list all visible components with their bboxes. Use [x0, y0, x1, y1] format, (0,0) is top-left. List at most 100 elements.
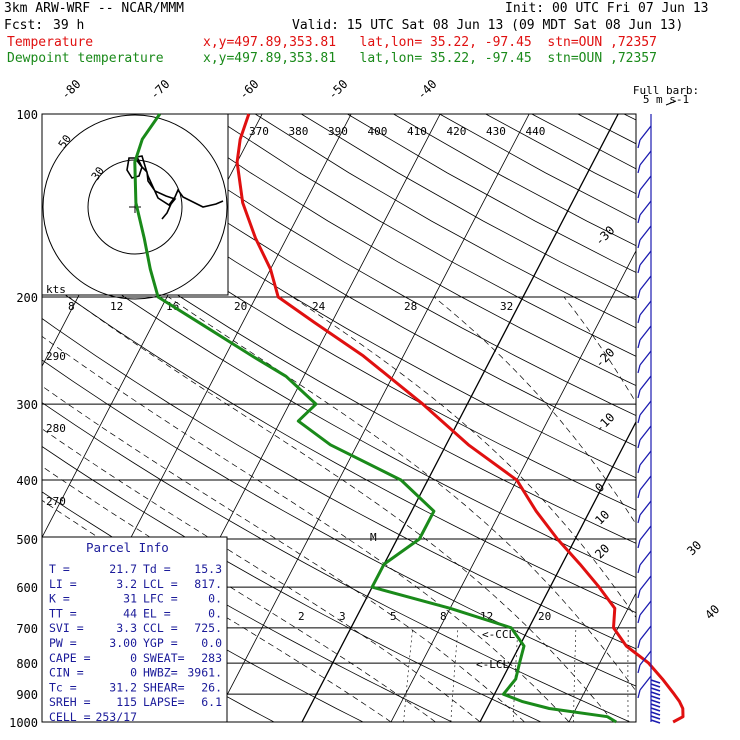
- parcel-label: PW =: [49, 636, 77, 650]
- parcel-title: Parcel Info: [86, 540, 169, 555]
- wind-barb-low: [650, 699, 661, 704]
- mixing-ratio-line: [573, 627, 577, 722]
- wind-barb-tail: [637, 539, 641, 549]
- parcel-label: SREH =: [49, 695, 91, 709]
- wind-barb: [639, 350, 652, 366]
- dry-adiabat-label: 290: [46, 350, 66, 363]
- dry-adiabat-label: 270: [46, 495, 66, 508]
- parcel-value: 0: [130, 651, 137, 665]
- moist-adiabat: [433, 296, 636, 525]
- theta-e-label: 420: [447, 125, 467, 138]
- parcel-label: SVI =: [49, 621, 84, 635]
- plot-border: [41, 113, 637, 723]
- wind-barb-tail: [637, 139, 641, 149]
- parcel-value: 253/17: [95, 710, 137, 724]
- parcel-label: LAPSE=: [143, 695, 185, 709]
- moist-adiabat: [68, 296, 614, 722]
- parcel-value: 817.: [194, 577, 222, 591]
- mixing-ratio-label: 8: [440, 610, 447, 623]
- pressure-tick-label: 400: [16, 474, 38, 488]
- dewpoint-line: [133, 113, 617, 724]
- wind-barb-tail: [637, 664, 641, 674]
- pressure-tick-label: 200: [16, 291, 38, 305]
- parcel-label: K =: [49, 592, 70, 606]
- theta-e-label: 370: [249, 125, 269, 138]
- pressure-tick-label: 700: [16, 622, 38, 636]
- parcel-value: 725.: [194, 621, 222, 635]
- parcel-label: CELL =: [49, 710, 91, 724]
- mixing-ratio-label: 3: [339, 610, 346, 623]
- wind-barb: [639, 400, 652, 416]
- isotherm-label: -60: [236, 77, 261, 102]
- parcel-value: 15.3: [194, 562, 222, 576]
- wind-barb-tail: [637, 239, 641, 249]
- mixing-ratio-line: [697, 628, 700, 722]
- parcel-value: 0: [130, 666, 137, 680]
- wind-barb-low: [650, 707, 661, 712]
- wind-barb: [639, 425, 652, 441]
- dry-adiabat: [42, 277, 636, 614]
- wind-barb: [639, 475, 652, 491]
- isotherm-label: -20: [592, 345, 617, 370]
- wind-barb-low: [650, 711, 661, 716]
- wind-barb: [639, 375, 652, 391]
- theta-e-label: 430: [486, 125, 506, 138]
- plot-frame: [41, 113, 637, 723]
- init-time: Init: 00 UTC Fri 07 Jun 13: [505, 1, 709, 16]
- dry-adiabat-label: 280: [46, 422, 66, 435]
- wind-barb: [639, 675, 652, 691]
- wind-barb-tail: [637, 414, 641, 424]
- temperature-legend: Temperature: [7, 35, 94, 50]
- wind-barb-tail: [637, 439, 641, 449]
- parcel-value: 3961.: [187, 666, 222, 680]
- wind-barb: [639, 600, 652, 616]
- parcel-value: 6.1: [201, 695, 222, 709]
- parcel-value: 3.00: [109, 636, 137, 650]
- wind-barb: [639, 125, 652, 141]
- wind-barb-low: [650, 715, 661, 720]
- parcel-label: TT =: [49, 606, 77, 620]
- dry-adiabat: [42, 126, 636, 479]
- dry-adiabat: [393, 114, 636, 247]
- wind-barb-tail: [637, 164, 641, 174]
- theta-e-label: 390: [328, 125, 348, 138]
- isotherm-label: -30: [592, 223, 617, 248]
- wind-barb: [639, 225, 652, 241]
- wind-barbs: [637, 114, 661, 724]
- pressure-tick-label: 1000: [9, 716, 38, 730]
- pressure-tick-label: 500: [16, 533, 38, 547]
- wind-barb: [639, 625, 652, 641]
- isotherm: [390, 249, 636, 722]
- parcel-label: YGP =: [143, 636, 178, 650]
- parcel-value: 115: [116, 695, 137, 709]
- dry-adiabat: [42, 200, 636, 544]
- hodograph-ring-label: 50: [56, 132, 74, 150]
- wind-barb-tail: [637, 389, 641, 399]
- parcel-value: 31.2: [109, 680, 137, 694]
- hodograph-speed-label: 20: [234, 300, 247, 313]
- hodograph-speed-label: 32: [500, 300, 513, 313]
- parcel-label: HWBZ=: [143, 666, 178, 680]
- wind-barb-tail: [637, 639, 641, 649]
- wind-barb-low: [650, 691, 661, 696]
- parcel-value: 0.0: [201, 636, 222, 650]
- parcel-label: LFC =: [143, 592, 178, 606]
- wind-barb: [639, 275, 652, 291]
- wind-barb-tail: [637, 564, 641, 574]
- pressure-tick-label: 800: [16, 657, 38, 671]
- dry-adiabat: [162, 114, 636, 387]
- barb-legend-title: Full barb:: [633, 84, 699, 97]
- mixing-ratio-line: [403, 627, 413, 722]
- pressure-tick-label: 900: [16, 688, 38, 702]
- dry-adiabat: [42, 402, 631, 722]
- isotherm-label: -40: [414, 77, 439, 102]
- dry-adiabat: [301, 114, 636, 301]
- mixing-ratio-label: 2: [298, 610, 305, 623]
- theta-e-label: 380: [289, 125, 309, 138]
- wind-barb: [639, 250, 652, 266]
- isotherm: [212, 114, 530, 722]
- parcel-label: SHEAR=: [143, 680, 185, 694]
- valid-time: Valid: 15 UTC Sat 08 Jun 13 (09 MDT Sat …: [292, 18, 684, 33]
- dry-adiabat: [42, 162, 636, 511]
